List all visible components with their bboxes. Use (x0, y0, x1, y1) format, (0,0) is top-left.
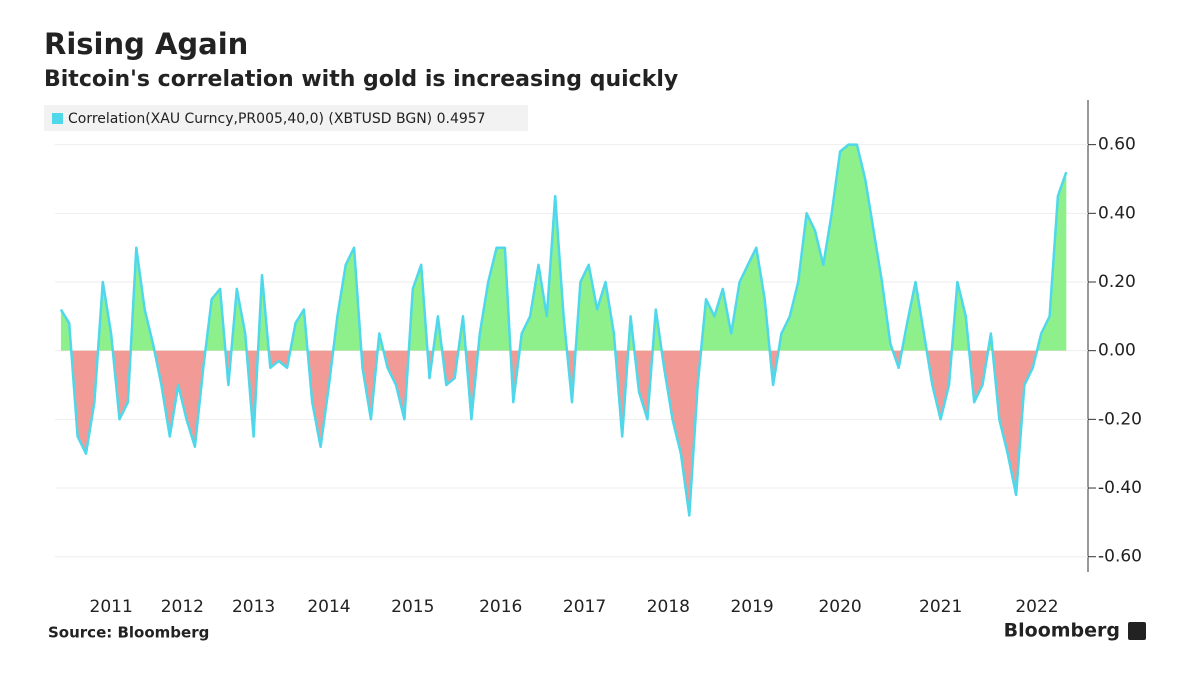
x-tick-label: 2017 (563, 597, 606, 617)
legend-label: Correlation(XAU Curncy,PR005,40,0) (XBTU… (68, 111, 486, 127)
chart-title: Rising Again (44, 27, 248, 61)
brand: Bloomberg (1004, 620, 1120, 642)
x-tick-label: 2022 (1015, 597, 1058, 617)
y-tick-label: -0.60 (1098, 547, 1142, 567)
y-tick-label: -0.40 (1098, 478, 1142, 498)
x-tick-label: 2018 (647, 597, 690, 617)
y-tick-label: 0.20 (1098, 272, 1136, 292)
brand-logo (1128, 622, 1146, 640)
line (59, 143, 1068, 517)
y-tick-label: 0.40 (1098, 203, 1136, 223)
y-tick-label: -0.20 (1098, 409, 1142, 429)
x-tick-label: 2013 (232, 597, 275, 617)
y-tick-label: 0.60 (1098, 135, 1136, 155)
chart-subtitle: Bitcoin's correlation with gold is incre… (44, 67, 678, 92)
area-negative (71, 350, 1037, 516)
y-tick-label: 0.00 (1098, 341, 1136, 361)
x-tick-label: 2016 (479, 597, 522, 617)
source: Source: Bloomberg (48, 624, 209, 642)
x-tick-label: 2015 (391, 597, 434, 617)
x-tick-label: 2021 (919, 597, 962, 617)
legend-swatch (52, 113, 63, 124)
x-tick-label: 2020 (818, 597, 861, 617)
x-tick-label: 2014 (307, 597, 350, 617)
area-positive (60, 144, 1067, 351)
x-tick-label: 2012 (161, 597, 204, 617)
x-tick-label: 2011 (90, 597, 133, 617)
legend-box (44, 105, 528, 131)
x-tick-label: 2019 (730, 597, 773, 617)
